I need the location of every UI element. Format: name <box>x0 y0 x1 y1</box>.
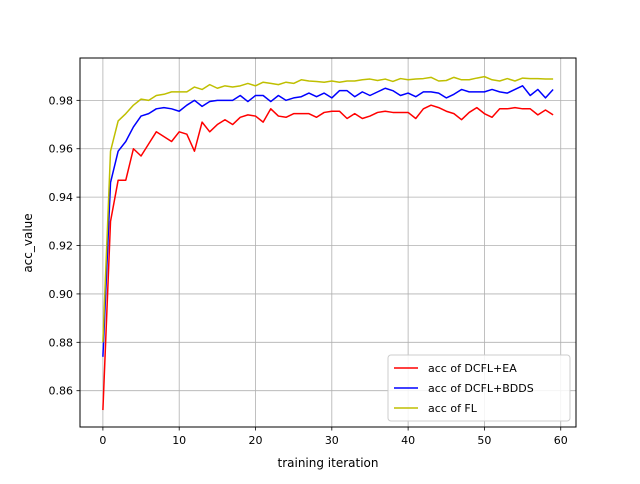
legend: acc of DCFL+EA acc of DCFL+BDDS acc of FL <box>387 354 571 422</box>
x-tick-label: 30 <box>325 434 339 447</box>
x-tick-label: 0 <box>99 434 106 447</box>
y-tick-label: 0.96 <box>49 143 74 156</box>
y-axis-label: acc_value <box>21 213 35 272</box>
x-tick-label: 60 <box>554 434 568 447</box>
x-axis-label: training iteration <box>278 456 379 470</box>
y-tick-label: 0.92 <box>49 240 74 253</box>
y-tick-label: 0.98 <box>49 94 74 107</box>
x-ticks: 0 10 20 30 40 50 60 <box>99 427 568 447</box>
x-tick-label: 20 <box>249 434 263 447</box>
series-line-2 <box>102 75 554 343</box>
legend-label: acc of FL <box>428 402 478 415</box>
series-group <box>102 75 554 411</box>
y-tick-label: 0.86 <box>49 385 74 398</box>
series-line-1 <box>102 85 554 357</box>
y-tick-label: 0.90 <box>49 288 74 301</box>
legend-label: acc of DCFL+BDDS <box>428 382 534 395</box>
grid <box>80 58 576 427</box>
x-tick-label: 50 <box>477 434 491 447</box>
axes-frame <box>79 57 577 428</box>
legend-box <box>387 354 571 422</box>
legend-label: acc of DCFL+EA <box>428 362 517 375</box>
x-tick-label: 10 <box>172 434 186 447</box>
series-line-0 <box>102 104 554 411</box>
x-tick-label: 40 <box>401 434 415 447</box>
y-tick-label: 0.94 <box>49 191 74 204</box>
y-tick-label: 0.88 <box>49 336 74 349</box>
y-ticks: 0.86 0.88 0.90 0.92 0.94 0.96 0.98 <box>49 94 80 398</box>
